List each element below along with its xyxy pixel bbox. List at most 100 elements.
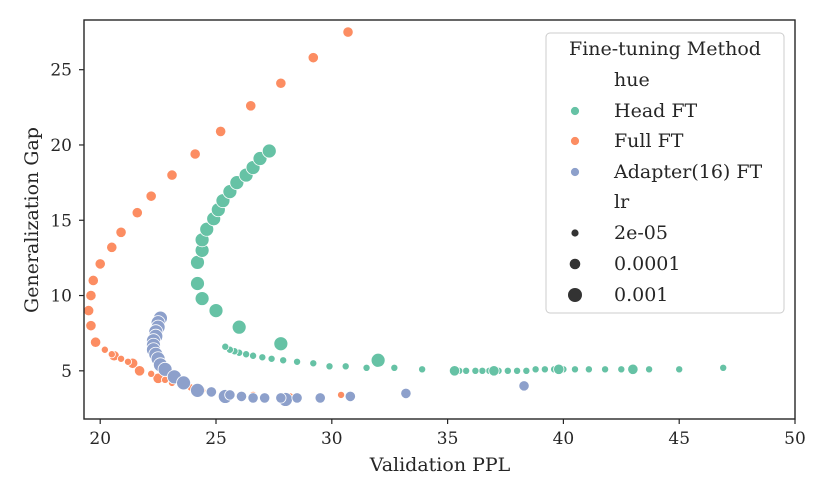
data-point-head-ft: [199, 221, 215, 237]
data-point-head-ft: [478, 366, 487, 375]
data-point-head-ft: [627, 363, 639, 375]
data-point-head-ft: [675, 365, 684, 374]
data-point-full-ft: [87, 274, 99, 287]
data-point-head-ft: [208, 303, 224, 318]
data-point-adapter-16-ft: [344, 390, 356, 403]
data-point-full-ft: [147, 369, 156, 378]
data-point-adapter-16-ft: [291, 392, 303, 404]
data-point-head-ft: [221, 342, 230, 351]
data-point-head-ft: [448, 365, 461, 377]
data-point-full-ft: [106, 241, 118, 253]
data-point-head-ft: [370, 352, 386, 368]
data-point-head-ft: [194, 291, 210, 306]
data-point-adapter-16-ft: [518, 380, 530, 392]
x-tick-label: 45: [668, 429, 690, 449]
data-point-full-ft: [166, 169, 178, 181]
data-points: [83, 26, 728, 407]
data-point-full-ft: [115, 226, 127, 238]
data-point-adapter-16-ft: [259, 392, 271, 404]
data-point-adapter-16-ft: [190, 382, 205, 398]
x-tick-label: 50: [784, 429, 806, 449]
plot-frame: [83, 19, 796, 420]
data-point-full-ft: [275, 77, 287, 89]
data-point-full-ft: [145, 190, 157, 202]
data-point-full-ft: [133, 365, 146, 377]
data-point-head-ft: [513, 366, 522, 375]
data-point-full-ft: [94, 258, 106, 270]
data-point-head-ft: [418, 365, 427, 374]
legend-marker-head-ft: [570, 106, 580, 116]
legend-title: Fine-tuning Method: [569, 38, 761, 60]
data-point-head-ft: [553, 363, 565, 375]
data-point-full-ft: [342, 26, 354, 38]
series-head-ft: [190, 143, 728, 377]
x-axis-label: Validation PPL: [369, 454, 511, 476]
y-tick-label: 10: [50, 287, 72, 307]
data-point-full-ft: [189, 148, 201, 160]
data-point-full-ft: [85, 320, 97, 332]
data-point-head-ft: [570, 365, 579, 374]
data-point-full-ft: [307, 52, 319, 64]
data-point-head-ft: [390, 363, 399, 372]
data-point-full-ft: [124, 357, 133, 366]
data-point-full-ft: [245, 100, 257, 112]
data-point-head-ft: [488, 365, 500, 377]
data-point-head-ft: [242, 350, 251, 359]
data-point-full-ft: [89, 336, 102, 348]
data-point-head-ft: [471, 366, 480, 375]
data-point-head-ft: [362, 363, 371, 372]
data-point-head-ft: [584, 365, 593, 374]
legend-marker-lr-small: [571, 229, 579, 237]
data-point-adapter-16-ft: [275, 392, 287, 404]
legend-label-head-ft: Head FT: [614, 100, 698, 122]
data-point-adapter-16-ft: [224, 389, 236, 401]
data-point-head-ft: [341, 362, 350, 371]
axis-ticks: 20 25 30 35 40 45 50 5 10 15 20 25: [50, 61, 805, 449]
legend-box: [545, 32, 785, 314]
y-tick-label: 25: [50, 61, 72, 81]
data-point-full-ft: [107, 350, 116, 359]
data-point-head-ft: [325, 362, 334, 371]
data-point-adapter-16-ft: [314, 392, 326, 404]
data-point-full-ft: [100, 345, 109, 354]
legend-size-header: lr: [614, 191, 630, 213]
data-point-head-ft: [617, 365, 626, 374]
data-point-full-ft: [337, 390, 346, 399]
y-tick-label: 15: [50, 211, 72, 231]
series-adapter-16-ft: [146, 310, 530, 407]
data-point-head-ft: [645, 365, 654, 374]
legend-marker-adapter-ft: [570, 167, 580, 177]
legend-label-adapter-ft: Adapter(16) FT: [613, 161, 763, 183]
data-point-head-ft: [261, 143, 277, 159]
data-point-head-ft: [462, 366, 471, 375]
y-axis-label: Generalization Gap: [21, 127, 43, 313]
legend: Fine-tuning Method hue Head FT Full FT A…: [545, 32, 785, 314]
data-point-adapter-16-ft: [235, 390, 248, 403]
legend-label-lr-medium: 0.0001: [614, 253, 680, 275]
data-point-head-ft: [601, 365, 610, 374]
data-point-head-ft: [258, 353, 267, 362]
x-tick-label: 35: [437, 429, 459, 449]
legend-marker-full-ft: [570, 136, 580, 146]
legend-hue-header: hue: [614, 69, 650, 91]
data-point-head-ft: [522, 366, 531, 375]
data-point-head-ft: [279, 356, 288, 365]
x-tick-label: 40: [553, 429, 575, 449]
x-tick-label: 30: [321, 429, 343, 449]
legend-label-lr-small: 2e-05: [614, 222, 668, 244]
data-point-adapter-16-ft: [205, 386, 217, 398]
data-point-head-ft: [503, 366, 512, 375]
data-point-head-ft: [531, 365, 540, 374]
data-point-full-ft: [83, 304, 95, 317]
data-point-head-ft: [719, 363, 728, 372]
data-point-full-ft: [85, 289, 97, 302]
data-point-full-ft: [117, 354, 126, 363]
data-point-head-ft: [540, 365, 549, 374]
data-point-head-ft: [190, 276, 205, 291]
data-point-adapter-16-ft: [247, 392, 259, 404]
x-tick-label: 25: [205, 429, 227, 449]
data-point-full-ft: [131, 207, 143, 219]
y-tick-label: 5: [61, 362, 72, 382]
legend-label-full-ft: Full FT: [614, 130, 684, 152]
